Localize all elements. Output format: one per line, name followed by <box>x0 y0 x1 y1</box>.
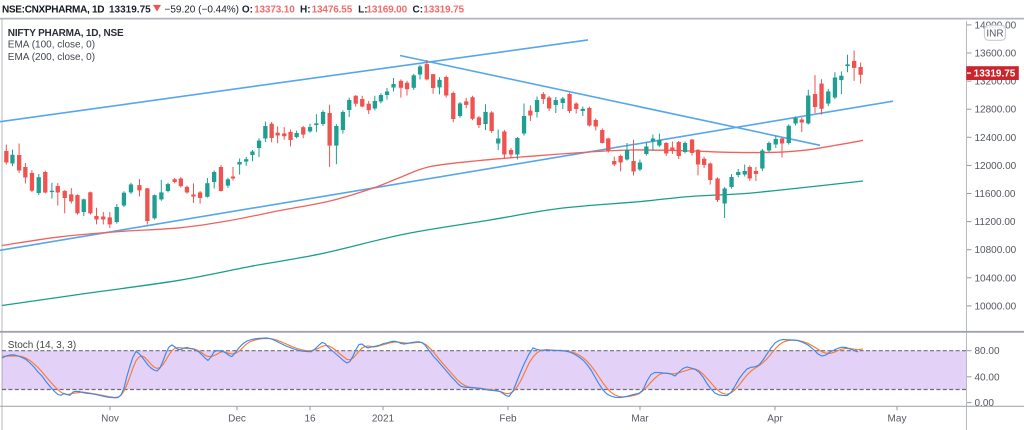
svg-text:NSE:CNXPHARMA, 1D: NSE:CNXPHARMA, 1D <box>2 5 104 16</box>
svg-text:11200.00: 11200.00 <box>975 217 1016 228</box>
svg-text:13600.00: 13600.00 <box>975 49 1017 60</box>
svg-text:H:: H: <box>300 5 311 16</box>
svg-text:12000.00: 12000.00 <box>975 161 1017 172</box>
svg-text:May: May <box>888 413 907 424</box>
svg-text:−59.20 (−0.44%): −59.20 (−0.44%) <box>165 5 240 16</box>
svg-text:10400.00: 10400.00 <box>975 273 1017 284</box>
svg-text:13200.00: 13200.00 <box>975 77 1017 88</box>
svg-text:C:: C: <box>413 5 424 16</box>
svg-text:EMA (100, close, 0): EMA (100, close, 0) <box>8 40 95 51</box>
svg-text:EMA (200, close, 0): EMA (200, close, 0) <box>8 52 95 63</box>
svg-text:2021: 2021 <box>372 413 395 424</box>
svg-text:0.00: 0.00 <box>975 398 995 409</box>
svg-text:Apr: Apr <box>767 413 783 424</box>
svg-text:13476.55: 13476.55 <box>312 5 353 16</box>
svg-text:13319.75: 13319.75 <box>423 5 464 16</box>
svg-text:O:: O: <box>242 5 253 16</box>
svg-text:40.00: 40.00 <box>975 372 1000 383</box>
svg-text:Nov: Nov <box>101 413 119 424</box>
svg-text:Mar: Mar <box>631 413 649 424</box>
svg-text:L:: L: <box>358 5 367 16</box>
svg-text:80.00: 80.00 <box>975 346 1000 357</box>
svg-text:13319.75: 13319.75 <box>109 5 151 16</box>
svg-text:13169.00: 13169.00 <box>367 5 408 16</box>
svg-text:12800.00: 12800.00 <box>975 105 1017 116</box>
svg-text:INR: INR <box>986 28 1003 39</box>
svg-text:13319.75: 13319.75 <box>974 69 1016 80</box>
svg-text:13373.10: 13373.10 <box>254 5 295 16</box>
svg-text:Stoch (14, 3, 3): Stoch (14, 3, 3) <box>8 340 76 351</box>
svg-text:10800.00: 10800.00 <box>975 245 1017 256</box>
svg-text:12400.00: 12400.00 <box>975 133 1017 144</box>
svg-text:10000.00: 10000.00 <box>975 301 1017 312</box>
svg-text:NIFTY PHARMA, 1D, NSE: NIFTY PHARMA, 1D, NSE <box>8 28 124 39</box>
svg-text:Feb: Feb <box>499 413 517 424</box>
svg-text:16: 16 <box>304 413 316 424</box>
svg-text:Dec: Dec <box>228 413 246 424</box>
svg-text:11600.00: 11600.00 <box>975 189 1016 200</box>
